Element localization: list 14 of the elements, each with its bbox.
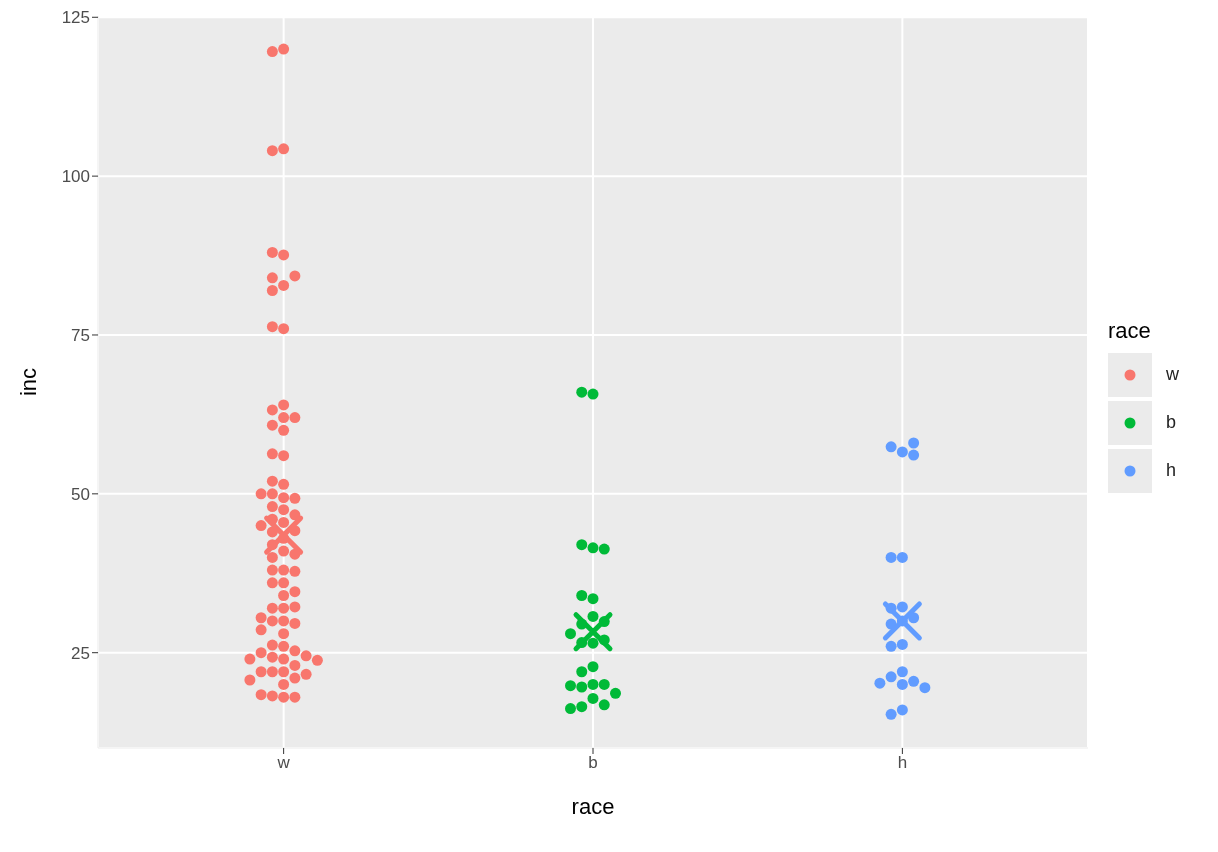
x-tick-label: b [588,753,598,773]
x-tick-label: h [897,753,908,773]
y-axis-title: inc [15,367,41,397]
legend-label: h [1166,459,1177,481]
y-tick-label: 50 [71,484,90,504]
legend-label: w [1166,363,1179,385]
y-tick-label: 25 [71,643,90,663]
y-tick-label: 125 [61,8,90,28]
legend-label: b [1166,411,1177,433]
x-tick-label: w [276,753,291,773]
y-tick-label: 100 [61,167,90,187]
x-axis-title: race [571,794,615,819]
legend-title: race [1108,318,1152,344]
y-tick-label: 75 [71,326,90,346]
